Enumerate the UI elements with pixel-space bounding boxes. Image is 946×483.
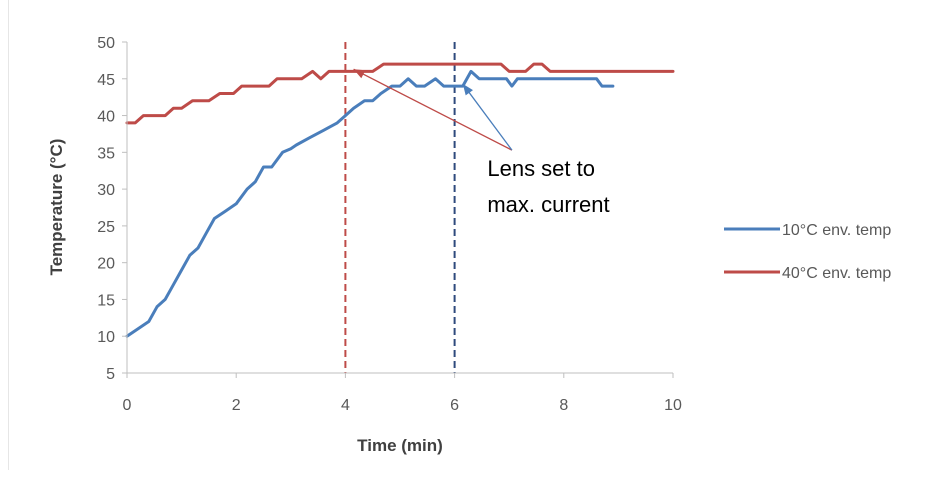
y-tick-label: 15 bbox=[97, 292, 115, 309]
y-tick-label: 25 bbox=[97, 219, 115, 236]
x-tick-label: 2 bbox=[232, 397, 241, 414]
x-tick-label: 4 bbox=[341, 397, 350, 414]
y-tick-label: 10 bbox=[97, 329, 115, 346]
annotation-arrow-line bbox=[463, 84, 512, 150]
y-tick-label: 30 bbox=[97, 182, 115, 199]
legend-label-40c: 40°C env. temp bbox=[782, 265, 891, 282]
y-tick-label: 35 bbox=[97, 145, 115, 162]
y-tick-label: 45 bbox=[97, 72, 115, 89]
plot-area: Lens set to max. current bbox=[127, 42, 673, 373]
y-tick-label: 50 bbox=[97, 35, 115, 52]
x-tick-label: 8 bbox=[559, 397, 568, 414]
y-tick-label: 5 bbox=[106, 366, 115, 383]
legend-label-10c: 10°C env. temp bbox=[782, 222, 891, 239]
x-tick-label: 6 bbox=[450, 397, 459, 414]
y-tick-label: 40 bbox=[97, 109, 115, 126]
axes: 5 10 15 20 25 30 35 40 45 50 0 2 4 6 8 10 bbox=[97, 35, 682, 414]
annotation-text: Lens set to bbox=[487, 156, 595, 181]
annotation-text: max. current bbox=[487, 192, 609, 217]
y-tick-label: 20 bbox=[97, 256, 115, 273]
legend: 10°C env. temp 40°C env. temp bbox=[724, 222, 891, 282]
annotation-arrow-head bbox=[463, 84, 473, 96]
x-tick-label: 0 bbox=[123, 397, 132, 414]
x-axis-label: Time (min) bbox=[357, 436, 443, 455]
y-axis-label: Temperature (°C) bbox=[47, 139, 66, 276]
x-tick-label: 10 bbox=[664, 397, 682, 414]
